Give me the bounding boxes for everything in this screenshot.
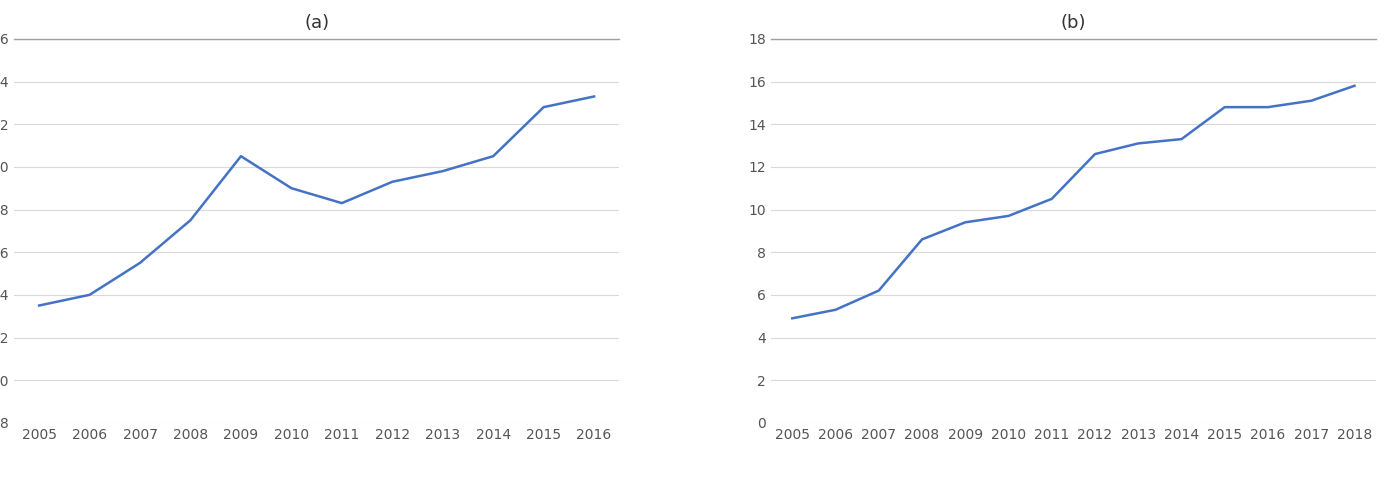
Title: (a): (a) — [304, 14, 329, 32]
Title: (b): (b) — [1061, 14, 1086, 32]
